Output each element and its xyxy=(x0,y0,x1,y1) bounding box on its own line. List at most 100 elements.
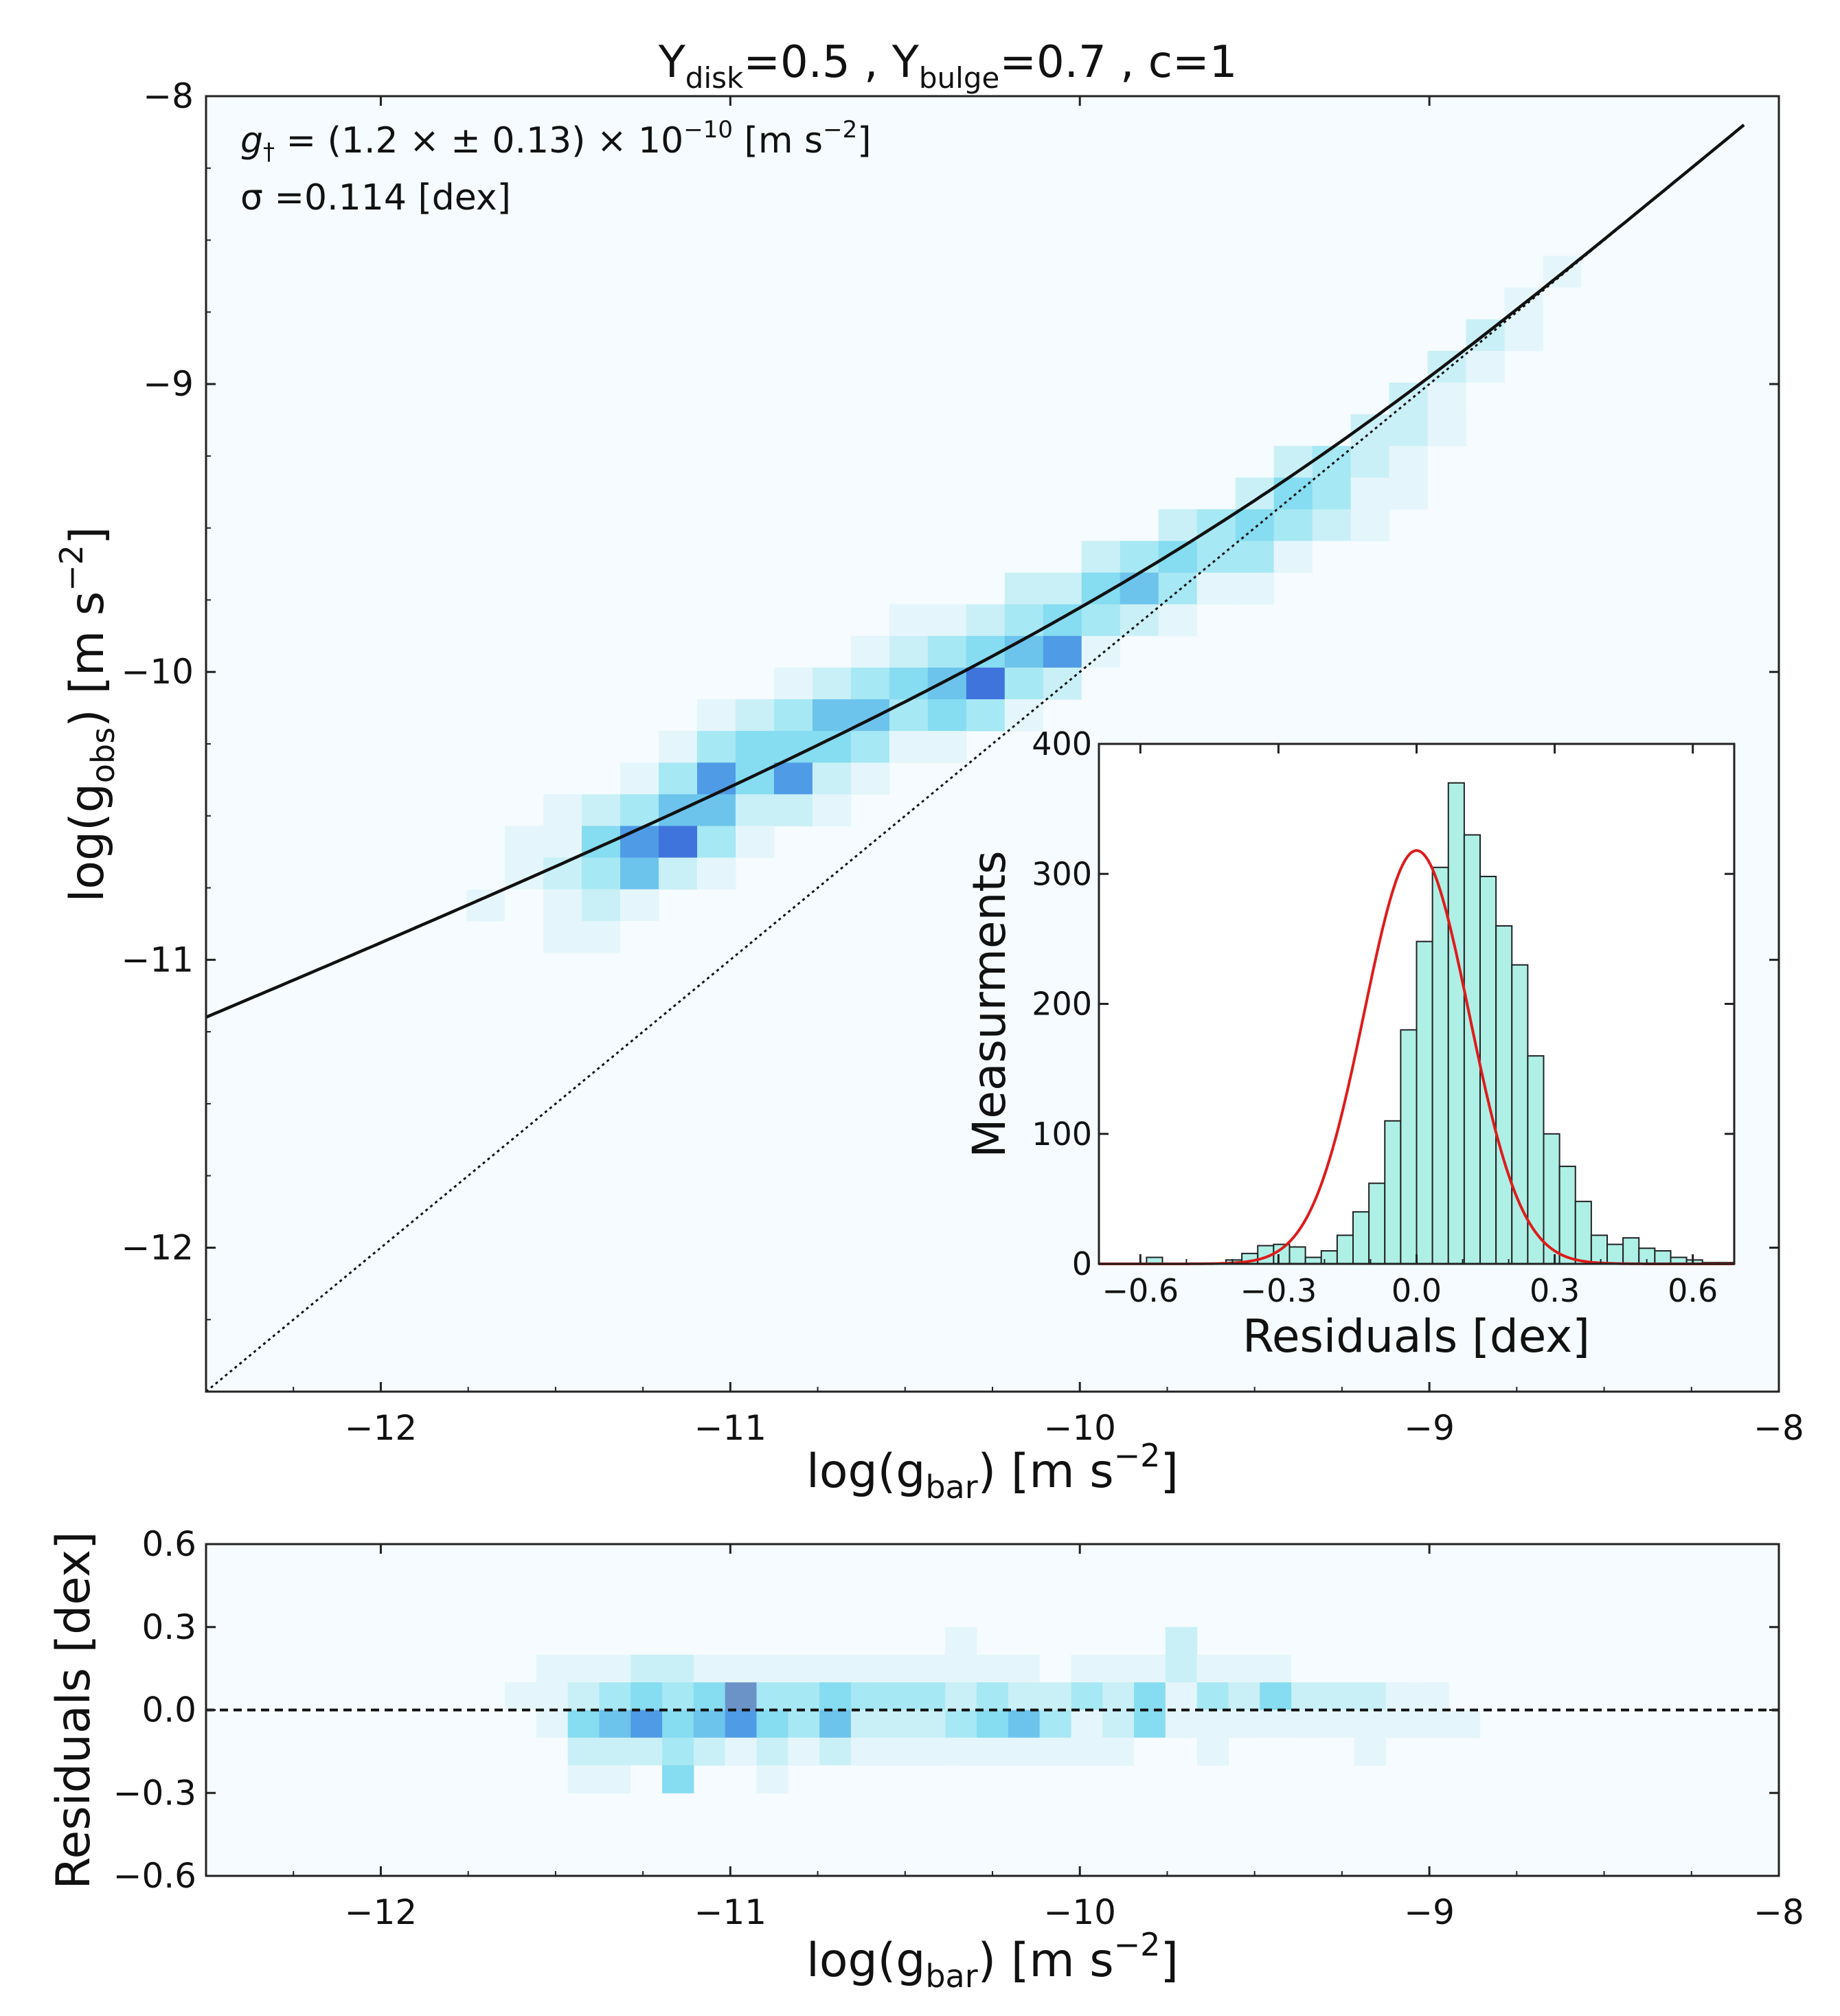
main-heatmap-cell xyxy=(582,794,621,826)
residuals-heatmap-cell xyxy=(1102,1682,1135,1710)
main-heatmap-cell xyxy=(1312,446,1352,478)
residuals-heatmap-cell xyxy=(913,1710,946,1738)
inset-histogram-bar xyxy=(1511,964,1529,1265)
inset-histogram-bar xyxy=(1431,866,1449,1265)
main-heatmap-cell xyxy=(1196,635,1236,668)
residuals-heatmap-cell xyxy=(1196,1710,1229,1738)
residuals-heatmap-cell xyxy=(1165,1627,1198,1655)
main-heatmap-cell xyxy=(543,920,582,953)
inset-histogram-bar xyxy=(1288,1246,1306,1265)
residuals-heatmap-cell xyxy=(788,1710,820,1738)
inset-x-tick-label: −0.3 xyxy=(1240,1272,1317,1309)
residuals-heatmap-cell xyxy=(1291,1655,1324,1683)
main-heatmap-cell xyxy=(1273,509,1313,542)
residuals-heatmap-cell xyxy=(631,1765,663,1793)
main-heatmap-cell xyxy=(1196,541,1236,574)
main-heatmap-cell xyxy=(696,731,736,763)
main-heatmap-cell xyxy=(1427,383,1467,415)
main-x-tick-label: −12 xyxy=(345,1408,418,1448)
main-heatmap-cell xyxy=(1004,699,1044,732)
main-heatmap-cell xyxy=(1389,383,1429,415)
main-heatmap-cell xyxy=(1043,635,1082,668)
residuals-heatmap-cell xyxy=(536,1710,569,1738)
inset-y-tick-label: 200 xyxy=(1032,986,1092,1023)
residuals-heatmap-cell xyxy=(1260,1655,1292,1683)
residuals-heatmap-cell xyxy=(1354,1737,1386,1766)
inset-histogram-bar xyxy=(1416,940,1433,1265)
main-heatmap-cell xyxy=(505,826,544,859)
residuals-heatmap-cell xyxy=(1102,1655,1135,1683)
main-heatmap-cell xyxy=(1120,541,1159,574)
inset-histogram-bar xyxy=(1654,1250,1672,1265)
main-heatmap-cell xyxy=(1312,509,1352,542)
residuals-heatmap-cell xyxy=(567,1655,600,1683)
residuals-heatmap-cell xyxy=(1260,1737,1292,1766)
main-heatmap-cell xyxy=(582,889,621,922)
residuals-heatmap-cell xyxy=(1417,1682,1449,1710)
residuals-heatmap-cell xyxy=(1165,1710,1198,1738)
residuals-heatmap-cell xyxy=(1039,1682,1071,1710)
inset-histogram-bar xyxy=(1447,782,1465,1265)
main-heatmap-cell xyxy=(1235,541,1275,574)
residuals-heatmap-cell xyxy=(599,1682,631,1710)
residuals-heatmap-cell xyxy=(850,1655,883,1683)
residuals-heatmap-cell xyxy=(1008,1682,1041,1710)
residuals-heatmap-cell xyxy=(977,1655,1009,1683)
residuals-heatmap-cell xyxy=(882,1737,914,1766)
residuals-heatmap-cell xyxy=(1102,1737,1135,1766)
residuals-heatmap-cell xyxy=(693,1737,726,1766)
residuals-heatmap-cell xyxy=(945,1682,977,1710)
main-heatmap-cell xyxy=(927,604,967,637)
main-heatmap-cell xyxy=(1043,572,1082,605)
residuals-heatmap-cell xyxy=(442,1599,474,1628)
residuals-heatmap-cell xyxy=(567,1765,600,1793)
main-heatmap-cell xyxy=(773,699,813,732)
main-heatmap-cell xyxy=(927,635,967,668)
residuals-heatmap xyxy=(442,1599,1606,1849)
main-x-axis-title: log(gbar) [m s−2] xyxy=(806,1437,1179,1506)
main-y-tick-label: −11 xyxy=(121,940,194,979)
residuals-heatmap-cell xyxy=(1322,1655,1355,1683)
residuals-heatmap-cell xyxy=(882,1682,914,1710)
residuals-heatmap-cell xyxy=(1134,1655,1166,1683)
inset-y-tick-label: 100 xyxy=(1032,1115,1092,1153)
main-heatmap-cell xyxy=(659,857,698,890)
residuals-heatmap-cell xyxy=(1228,1682,1260,1710)
main-heatmap-cell xyxy=(1312,477,1352,510)
residuals-heatmap-cell xyxy=(850,1682,883,1710)
main-heatmap-cell xyxy=(1273,446,1313,478)
residuals-heatmap-cell xyxy=(662,1655,694,1683)
residuals-heatmap-cell xyxy=(1417,1710,1449,1738)
main-x-tick-label: −9 xyxy=(1404,1408,1455,1448)
residuals-heatmap-cell xyxy=(756,1655,788,1683)
residuals-heatmap-cell xyxy=(693,1682,726,1710)
residuals-heatmap-cell xyxy=(631,1682,663,1710)
residuals-heatmap-cell xyxy=(567,1737,600,1766)
main-heatmap-cell xyxy=(812,762,852,795)
residuals-heatmap-cell xyxy=(1543,1710,1575,1738)
inset-histogram-bar xyxy=(1558,1166,1576,1265)
main-heatmap-cell xyxy=(466,889,506,922)
main-heatmap-cell xyxy=(1081,667,1121,700)
main-x-tick-label: −10 xyxy=(1043,1408,1116,1448)
main-heatmap-cell xyxy=(1350,446,1390,478)
main-heatmap-cell xyxy=(1543,287,1582,320)
main-heatmap-cell xyxy=(1235,509,1275,542)
main-heatmap-cell xyxy=(1158,604,1198,637)
residuals-heatmap-cell xyxy=(631,1710,663,1738)
residuals-heatmap-cell xyxy=(788,1655,820,1683)
residuals-heatmap-cell xyxy=(1008,1710,1041,1738)
residuals-heatmap-cell xyxy=(662,1765,694,1793)
residuals-heatmap-cell xyxy=(819,1710,852,1738)
residuals-heatmap-cell xyxy=(567,1710,600,1738)
residuals-y-axis-title: Residuals [dex] xyxy=(47,1531,101,1889)
main-heatmap-cell xyxy=(1389,414,1429,446)
main-x-tick-label: −8 xyxy=(1753,1408,1804,1448)
main-heatmap-cell xyxy=(1273,541,1313,574)
residuals-heatmap-cell xyxy=(756,1737,788,1766)
residuals-heatmap-cell xyxy=(631,1737,663,1766)
main-axis-ticks: −12 −11 −10 −9 −8 −12 −11 −10 −9 −8 xyxy=(121,76,1804,1448)
rar-fit-curve xyxy=(205,124,1745,1019)
main-heatmap-cell xyxy=(1427,414,1467,446)
residuals-heatmap-cell xyxy=(819,1737,852,1766)
